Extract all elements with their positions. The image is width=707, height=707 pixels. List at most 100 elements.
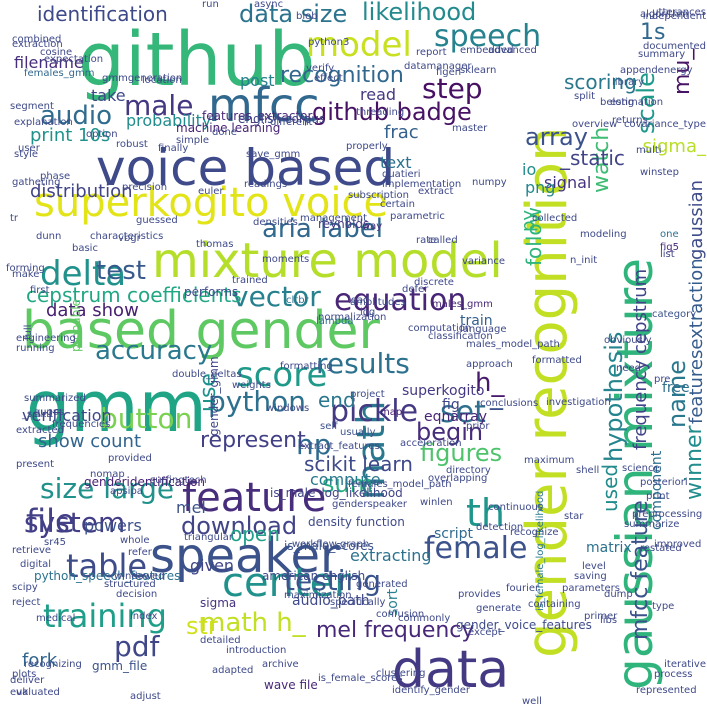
cloud-word: filename	[14, 53, 84, 72]
cloud-word: densities	[253, 217, 298, 228]
cloud-word: conclusions	[480, 398, 539, 409]
cloud-word: way	[362, 221, 383, 232]
cloud-word: show count	[38, 431, 142, 452]
cloud-word: numpy	[472, 177, 507, 188]
cloud-word: females_model_path	[348, 479, 452, 490]
cloud-word: test	[96, 256, 146, 286]
cloud-word: table	[66, 547, 148, 585]
cloud-word: evaluated	[10, 687, 60, 698]
cloud-word: pickle	[330, 394, 419, 429]
cloud-word: directory	[446, 465, 491, 476]
cloud-word: surfingtech	[150, 475, 207, 486]
cloud-word: basic	[72, 243, 98, 254]
cloud-word: decision	[116, 589, 158, 600]
cloud-word: performs	[184, 285, 239, 299]
cloud-word: star	[564, 511, 584, 522]
cloud-word: represent	[200, 428, 306, 453]
cloud-word: print	[646, 491, 670, 502]
cloud-word: verify	[306, 63, 335, 74]
cloud-word: io	[522, 160, 537, 179]
cloud-word: confusion	[376, 609, 425, 620]
cloud-word: used	[598, 463, 622, 512]
cloud-word: map	[380, 407, 403, 418]
cloud-word: overlapping	[428, 473, 488, 484]
cloud-word: investigation	[546, 397, 611, 408]
cloud-word: estimation	[610, 97, 664, 108]
cloud-word: audio	[40, 101, 113, 131]
cloud-word: one	[660, 229, 679, 240]
cloud-word: scikit learn	[304, 452, 413, 476]
cloud-word: probability	[126, 111, 212, 130]
cloud-word: button	[100, 402, 193, 435]
cloud-word: summarized	[24, 393, 86, 404]
cloud-word: index	[130, 611, 158, 622]
cloud-word: gmm	[26, 366, 207, 448]
cloud-word: fork	[22, 650, 58, 671]
cloud-word: self	[320, 421, 338, 432]
cloud-word: type	[652, 601, 675, 612]
cloud-word: preprocessing	[632, 509, 703, 520]
cloud-word: appendenergy	[620, 65, 693, 76]
cloud-word: simple	[176, 135, 210, 146]
cloud-word: report	[416, 47, 447, 58]
cloud-word: data show	[46, 300, 139, 321]
cloud-word: reynolds	[318, 217, 370, 231]
cloud-word: pdf	[114, 630, 160, 663]
cloud-word: whole	[120, 535, 150, 546]
cloud-word: obviously	[604, 335, 652, 346]
cloud-word: fig	[442, 397, 460, 413]
cloud-word: array	[525, 123, 588, 151]
cloud-word: png	[525, 178, 556, 197]
cloud-word: certain	[380, 199, 415, 210]
cloud-word: print 10s	[30, 125, 111, 146]
cloud-word: done	[212, 127, 237, 138]
cloud-word: is_male_log_likelihood	[270, 486, 403, 500]
cloud-word: np	[296, 428, 332, 461]
cloud-word: powers	[84, 516, 142, 535]
cloud-word: wave file	[264, 678, 318, 692]
cloud-word: summarize	[624, 519, 680, 530]
cloud-word: extracting	[350, 546, 432, 565]
cloud-word: python	[208, 385, 306, 418]
cloud-word: triangular	[184, 532, 233, 543]
cloud-word: project	[350, 389, 385, 400]
cloud-word: training	[43, 597, 167, 635]
cloud-word: python_speech_features	[34, 569, 181, 583]
cloud-word: specifically	[330, 597, 386, 608]
cloud-word: feature	[182, 475, 327, 521]
cloud-word: load	[348, 295, 370, 306]
cloud-word: archive	[262, 659, 299, 670]
cloud-word: n_init	[570, 255, 598, 266]
cloud-word: provides	[458, 589, 501, 600]
cloud-word: libs	[600, 615, 618, 626]
cloud-word: superkogito	[402, 383, 485, 399]
cloud-word: classification	[428, 331, 493, 342]
cloud-word: female	[424, 531, 528, 566]
cloud-word: digital	[20, 559, 52, 570]
cloud-word: covariance_type	[623, 119, 706, 130]
cloud-word: expectation	[44, 54, 104, 65]
cloud-word: genderidentification	[84, 475, 206, 489]
cloud-word: equation	[334, 283, 467, 318]
cloud-word: generate	[476, 603, 522, 614]
cloud-word: machine learning	[176, 121, 281, 135]
cloud-word: usually	[340, 427, 376, 438]
cloud-word: detection	[476, 522, 524, 533]
cloud-word: th	[466, 491, 505, 535]
cloud-word: recognizing	[24, 659, 82, 670]
cloud-word: shell	[576, 465, 600, 476]
cloud-word: defer	[402, 284, 429, 295]
cloud-word: scoring	[564, 70, 637, 94]
cloud-word: posteriori	[640, 477, 688, 488]
cloud-word: formatting	[280, 361, 333, 372]
cloud-word: different	[270, 117, 313, 128]
cloud-word: forming	[6, 263, 45, 274]
cloud-word: lambda	[316, 316, 354, 327]
cloud-word: frequencies	[52, 419, 111, 430]
cloud-word: process	[654, 669, 693, 680]
cloud-word: english corpus	[238, 112, 326, 126]
cloud-word: males_model_path	[466, 339, 560, 350]
cloud-word: str	[186, 612, 218, 640]
cloud-word: utterances	[652, 7, 706, 18]
